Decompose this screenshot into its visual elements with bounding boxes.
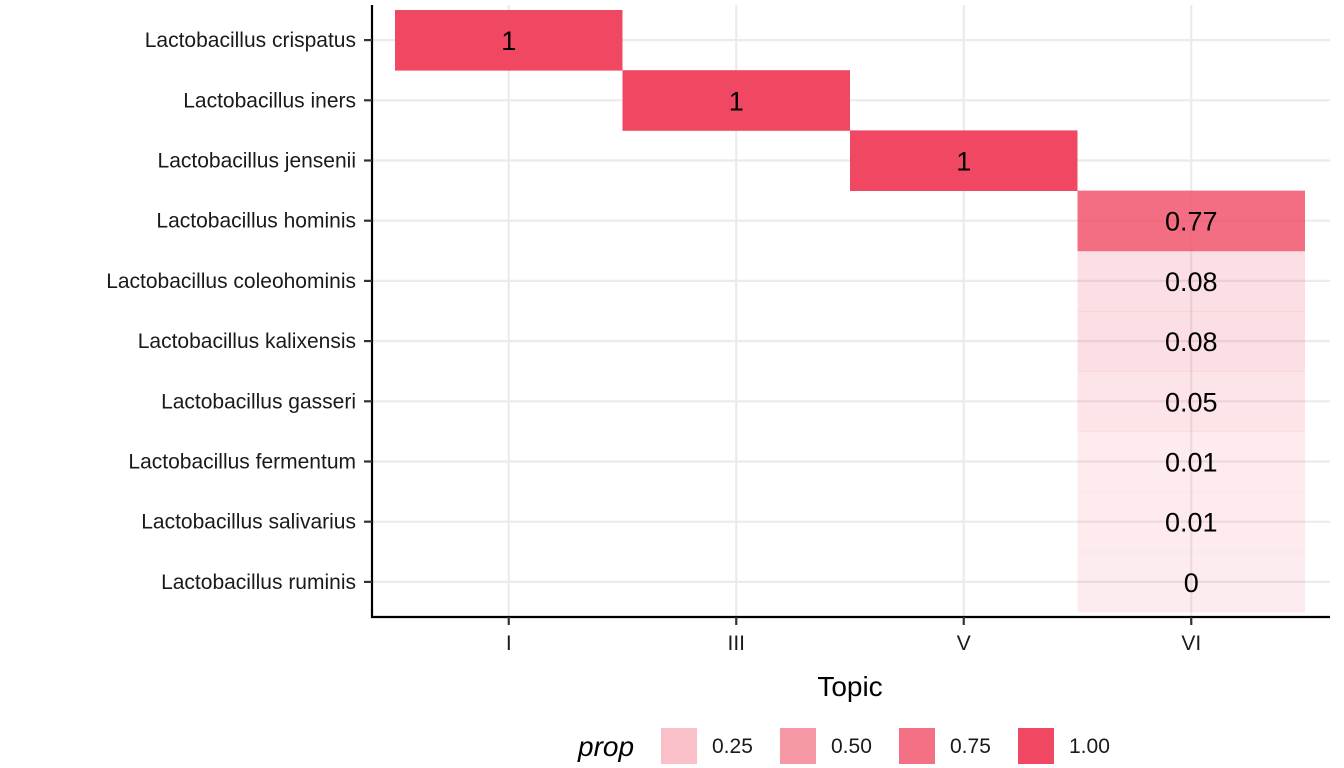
heatmap-cell xyxy=(1077,190,1305,252)
heatmap-cell xyxy=(1077,551,1305,613)
y-tick-label: Lactobacillus iners xyxy=(183,89,356,112)
cell-value-label: 0 xyxy=(1184,568,1199,598)
heatmap-cells: 1 1 1 0.77 0.08 0.08 0.05 0.01 0.01 0 xyxy=(395,10,1305,613)
x-tick-label: I xyxy=(506,632,512,655)
legend-label: 1.00 xyxy=(1069,735,1110,758)
cell-value-label: 0.08 xyxy=(1165,267,1218,297)
y-tick-label: Lactobacillus jensenii xyxy=(158,150,356,173)
axes xyxy=(370,5,1330,619)
heatmap-cell xyxy=(850,130,1078,191)
x-tick-label: VI xyxy=(1181,632,1201,655)
legend-key xyxy=(1018,728,1054,764)
legend: prop 0.25 0.50 0.75 1.00 xyxy=(577,728,1110,764)
cell-value-label: 1 xyxy=(501,26,516,56)
heatmap-cell xyxy=(1077,431,1305,492)
cell-value-label: 0.01 xyxy=(1165,508,1218,538)
heatmap-cell xyxy=(1077,491,1305,553)
x-tick-label: III xyxy=(727,632,745,655)
heatmap-cell xyxy=(1077,311,1305,372)
y-tick-label: Lactobacillus hominis xyxy=(156,210,356,233)
cell-value-label: 0.01 xyxy=(1165,448,1218,478)
legend-title: prop xyxy=(577,731,634,762)
y-tick-label: Lactobacillus crispatus xyxy=(145,29,356,52)
legend-label: 0.25 xyxy=(712,735,753,758)
y-axis-labels: Lactobacillus crispatus Lactobacillus ine… xyxy=(106,29,372,594)
heatmap-cell xyxy=(1077,250,1305,312)
x-axis-labels: I III V VI xyxy=(506,617,1201,655)
y-tick-label: Lactobacillus ruminis xyxy=(161,571,356,594)
cell-value-label: 1 xyxy=(956,147,971,177)
y-tick-label: Lactobacillus fermentum xyxy=(128,451,356,474)
y-tick-label: Lactobacillus gasseri xyxy=(161,390,356,413)
y-tick-label: Lactobacillus kalixensis xyxy=(138,330,356,353)
legend-label: 0.50 xyxy=(831,735,872,758)
cell-value-label: 0.05 xyxy=(1165,387,1218,417)
y-tick-label: Lactobacillus coleohominis xyxy=(106,270,356,293)
cell-value-label: 0.08 xyxy=(1165,327,1218,357)
x-tick-label: V xyxy=(957,632,971,655)
heatmap-cell xyxy=(395,10,623,71)
y-tick-label: Lactobacillus salivarius xyxy=(141,511,356,534)
legend-label: 0.75 xyxy=(950,735,991,758)
legend-key xyxy=(780,728,816,764)
legend-key xyxy=(899,728,935,764)
heatmap-cell xyxy=(1077,371,1305,432)
cell-value-label: 1 xyxy=(729,86,744,116)
cell-value-label: 0.77 xyxy=(1165,207,1218,237)
legend-key xyxy=(661,728,697,764)
heatmap-cell xyxy=(622,70,850,131)
x-axis-title: Topic xyxy=(817,671,882,702)
